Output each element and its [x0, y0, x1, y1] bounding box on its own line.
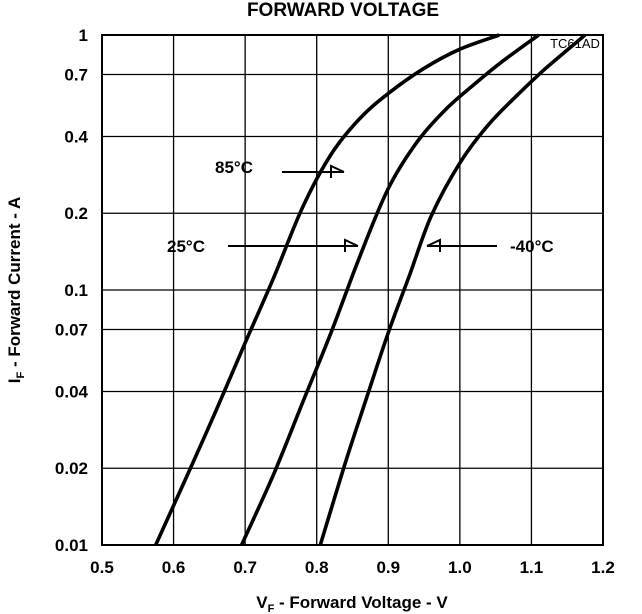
y-axis-label: IF - Forward Current - A: [5, 197, 27, 384]
y-tick-label: 0.2: [64, 204, 88, 223]
y-tick-label: 0.01: [55, 536, 88, 555]
x-axis-label: VF - Forward Voltage - V: [256, 593, 448, 614]
plot-frame: [101, 34, 604, 546]
x-tick-label: 1.0: [448, 558, 472, 577]
y-tick-labels: 0.01 0.02 0.04 0.07 0.1 0.2 0.4 0.7 1: [55, 26, 89, 555]
x-tick-label: 0.5: [90, 558, 114, 577]
y-tick-label: 0.1: [64, 281, 88, 300]
x-tick-label: 0.9: [376, 558, 400, 577]
series-line: [154, 33, 500, 546]
series-line: [318, 33, 587, 546]
y-tick-label: 0.02: [55, 459, 88, 478]
x-tick-label: 0.8: [305, 558, 329, 577]
grid: [101, 34, 604, 546]
x-tick-label: 0.6: [162, 558, 186, 577]
annotations: 85°C 25°C -40°C: [167, 158, 554, 256]
annotation-label: -40°C: [510, 237, 554, 256]
y-tick-label: 0.4: [64, 127, 88, 146]
annotation-label: 85°C: [215, 158, 253, 177]
annotation-label: 25°C: [167, 237, 205, 256]
annotation-arrow-head: [426, 238, 441, 252]
y-tick-label: 1: [79, 26, 88, 45]
y-tick-label: 0.04: [55, 382, 89, 401]
y-tick-label: 0.7: [64, 66, 88, 85]
annotation-arrow-head: [344, 238, 359, 252]
series-line: [239, 33, 540, 546]
x-tick-label: 1.2: [591, 558, 615, 577]
y-tick-label: 0.07: [55, 321, 88, 340]
chart-title: FORWARD VOLTAGE: [247, 0, 439, 21]
x-tick-label: 1.1: [520, 558, 544, 577]
annotation-arrow-head: [330, 164, 345, 178]
x-tick-labels: 0.5 0.6 0.7 0.8 0.9 1.0 1.1 1.2: [90, 558, 615, 577]
series-lines: [154, 33, 587, 546]
x-tick-label: 0.7: [233, 558, 257, 577]
